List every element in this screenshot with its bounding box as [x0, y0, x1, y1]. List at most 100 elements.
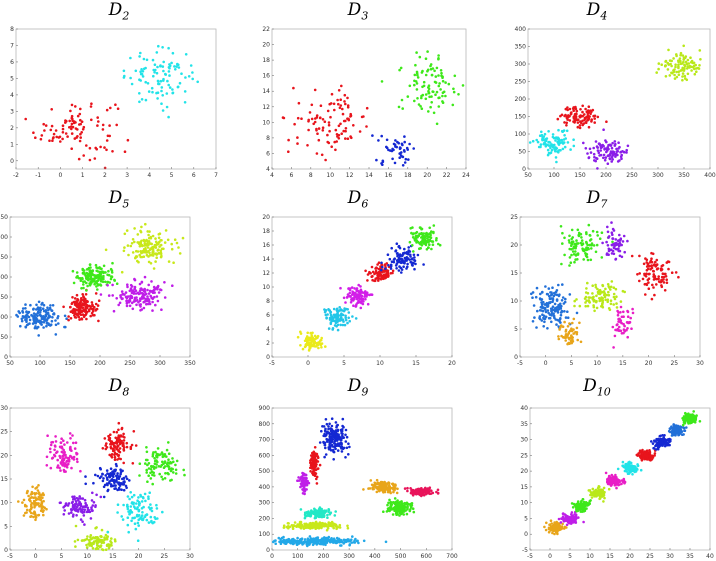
data-point — [428, 243, 431, 246]
data-point — [311, 521, 315, 525]
data-point — [578, 124, 582, 127]
data-point — [604, 298, 607, 302]
data-point — [408, 240, 412, 244]
data-point — [314, 512, 318, 516]
y-tick: 8 — [10, 26, 18, 33]
data-point — [626, 144, 630, 148]
data-point — [660, 285, 664, 289]
data-point — [79, 118, 82, 122]
data-point — [582, 249, 586, 253]
data-point — [352, 124, 355, 127]
y-tick: 16 — [262, 242, 274, 249]
data-point — [555, 323, 558, 326]
data-point — [408, 250, 412, 253]
data-point — [104, 474, 107, 477]
data-point — [309, 459, 312, 463]
data-point — [87, 538, 91, 542]
data-point — [152, 267, 156, 270]
data-point — [58, 466, 61, 470]
data-point — [109, 441, 113, 444]
data-point — [626, 239, 629, 243]
data-point — [138, 100, 141, 104]
data-point — [331, 435, 335, 438]
data-point — [413, 239, 417, 242]
data-point — [163, 241, 167, 244]
data-point — [321, 126, 325, 129]
data-point — [338, 306, 341, 309]
data-point — [147, 467, 151, 470]
data-point — [330, 429, 334, 433]
y-tick: 4 — [266, 166, 274, 173]
data-point — [108, 124, 111, 127]
data-point — [312, 122, 315, 126]
data-point — [672, 57, 675, 60]
data-point — [559, 141, 562, 145]
data-point — [94, 473, 97, 477]
data-point — [105, 543, 109, 547]
data-point — [403, 161, 407, 164]
data-point — [321, 537, 325, 541]
data-point — [353, 287, 356, 290]
data-point — [373, 272, 376, 276]
x-tick-label: -5 — [517, 360, 523, 367]
data-point — [638, 254, 641, 258]
data-point — [441, 79, 445, 83]
y-tick: 3 — [10, 108, 18, 115]
data-point — [85, 281, 88, 285]
data-point — [315, 152, 319, 155]
data-point — [122, 461, 125, 465]
data-point — [75, 271, 79, 274]
data-point — [167, 83, 170, 87]
data-point — [614, 258, 617, 261]
data-point — [161, 65, 165, 68]
data-point — [60, 437, 63, 440]
data-point — [123, 293, 126, 296]
data-point — [80, 303, 84, 307]
data-point — [314, 452, 317, 455]
data-point — [41, 301, 44, 305]
data-point — [559, 326, 562, 329]
data-point — [95, 546, 99, 550]
data-point — [103, 437, 107, 440]
title-letter: D — [108, 188, 123, 208]
data-point — [325, 316, 328, 319]
y-tick: 14 — [262, 256, 274, 263]
y-tick-label: 14 — [262, 256, 270, 263]
data-point — [620, 332, 624, 335]
data-point — [78, 502, 82, 505]
scatter-plot: 0 100 200 300 400 500 600 700010020030040050060… — [259, 405, 458, 560]
data-point — [88, 158, 92, 162]
x-tick-label: 200 — [94, 360, 106, 367]
data-point — [70, 511, 73, 514]
data-point — [61, 137, 64, 141]
data-point — [147, 283, 150, 287]
data-point — [334, 444, 337, 447]
data-point — [392, 260, 396, 264]
y-tick: 300 — [0, 234, 12, 241]
data-point — [336, 313, 340, 317]
y-tick-label: 50 — [518, 149, 526, 156]
data-point — [434, 93, 437, 96]
data-point — [597, 142, 601, 145]
data-point — [326, 525, 330, 529]
data-point — [80, 287, 83, 290]
data-point — [429, 64, 432, 68]
data-point — [122, 439, 126, 442]
data-point — [339, 544, 342, 547]
data-point — [313, 446, 317, 449]
data-point — [129, 294, 132, 298]
data-point — [610, 156, 614, 159]
data-point — [112, 472, 116, 476]
data-point — [99, 495, 103, 499]
data-point — [309, 470, 312, 473]
data-point — [653, 275, 657, 278]
data-point — [383, 276, 386, 279]
y-tick: 100 — [0, 314, 12, 321]
data-point — [291, 538, 295, 541]
data-point — [353, 295, 357, 298]
data-point — [396, 254, 399, 258]
data-point — [540, 130, 543, 134]
data-point — [15, 313, 18, 317]
data-point — [322, 425, 326, 428]
data-point — [564, 339, 567, 342]
